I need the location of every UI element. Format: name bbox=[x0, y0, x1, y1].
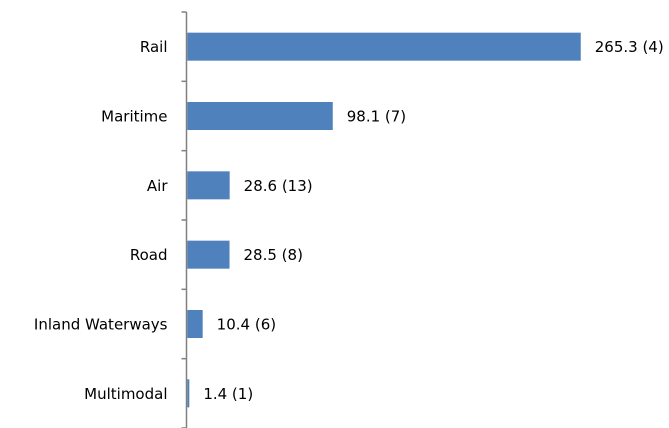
category-label: Rail bbox=[140, 38, 168, 56]
bar-air bbox=[187, 171, 230, 200]
category-label: Maritime bbox=[101, 108, 167, 126]
category-label: Air bbox=[147, 177, 168, 195]
data-label: 28.6 (13) bbox=[244, 177, 313, 195]
data-label: 1.4 (1) bbox=[203, 385, 253, 403]
category-label: Multimodal bbox=[84, 385, 167, 403]
category-axis bbox=[181, 11, 188, 428]
data-label: 265.3 (4) bbox=[595, 38, 664, 56]
bar-road bbox=[187, 240, 230, 269]
bar-inland-waterways bbox=[187, 310, 203, 338]
category-label: Inland Waterways bbox=[34, 316, 168, 334]
bar-maritime bbox=[187, 102, 333, 130]
category-labels: Rail Maritime Air Road Inland Waterways Multi… bbox=[34, 38, 168, 403]
category-label: Road bbox=[130, 246, 168, 264]
data-label: 28.5 (8) bbox=[244, 246, 303, 264]
data-labels: 265.3 (4) 98.1 (7) 28.6 (13) 28.5 (8) 10.4 (… bbox=[203, 38, 663, 403]
bar-rail bbox=[187, 32, 581, 61]
bars bbox=[187, 32, 581, 408]
data-label: 10.4 (6) bbox=[217, 316, 276, 334]
data-label: 98.1 (7) bbox=[347, 108, 406, 126]
bar-multimodal bbox=[187, 379, 190, 408]
